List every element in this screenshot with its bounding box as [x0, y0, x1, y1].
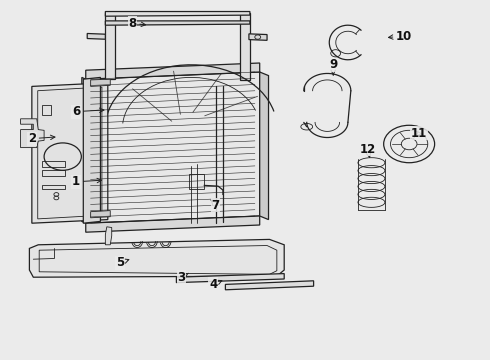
Polygon shape [86, 72, 260, 223]
Bar [42, 185, 65, 189]
Polygon shape [260, 72, 269, 220]
Polygon shape [105, 12, 250, 16]
Bar [42, 170, 65, 176]
Bar [42, 161, 65, 167]
Bar [42, 105, 51, 115]
Bar [189, 174, 204, 189]
Text: 9: 9 [329, 58, 337, 75]
Polygon shape [91, 211, 110, 218]
Polygon shape [240, 13, 250, 80]
Polygon shape [86, 63, 260, 79]
Polygon shape [91, 79, 110, 86]
Polygon shape [32, 83, 108, 223]
Polygon shape [21, 119, 44, 148]
Polygon shape [176, 274, 284, 283]
Text: 2: 2 [28, 132, 55, 145]
Polygon shape [29, 239, 284, 277]
Polygon shape [87, 33, 105, 39]
Text: 5: 5 [116, 256, 129, 269]
Polygon shape [83, 77, 100, 223]
Text: 10: 10 [389, 30, 413, 42]
Text: 11: 11 [411, 127, 427, 140]
Polygon shape [86, 216, 260, 232]
Polygon shape [105, 13, 115, 79]
Text: 8: 8 [128, 17, 146, 30]
Text: 3: 3 [177, 271, 189, 284]
Text: 12: 12 [359, 143, 376, 157]
Polygon shape [249, 34, 267, 40]
Polygon shape [105, 21, 250, 25]
Polygon shape [105, 227, 112, 245]
Polygon shape [82, 77, 86, 223]
Text: 7: 7 [211, 199, 220, 212]
Text: 4: 4 [209, 278, 222, 291]
Text: 6: 6 [72, 105, 104, 118]
Polygon shape [225, 281, 314, 290]
Text: 1: 1 [72, 175, 101, 188]
